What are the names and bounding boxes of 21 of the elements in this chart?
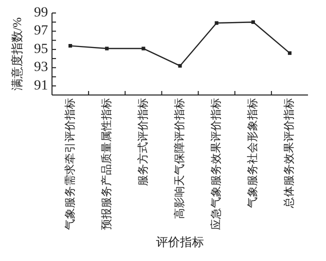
- y-tick-label: 91: [34, 78, 48, 94]
- x-tick-label: 总体服务效果评价指标: [282, 98, 296, 209]
- x-tick-label: 高影响天气保障评价指标: [173, 98, 186, 219]
- x-tick-label: 服务方式评价指标: [136, 98, 150, 186]
- y-tick-label: 95: [34, 42, 48, 57]
- point: [288, 51, 292, 55]
- point: [142, 46, 146, 50]
- point: [214, 21, 218, 25]
- y-tick-label: 97: [34, 24, 48, 39]
- y-tick-label: 93: [34, 60, 48, 76]
- x-axis-title: 评价指标: [156, 235, 204, 249]
- y-axis-title: 满意度指数/%: [10, 17, 24, 91]
- point: [68, 44, 72, 48]
- x-tick-label: 应急气象服务效果评价指标: [210, 98, 223, 230]
- x-tick-label: 预报服务产品质量属性指标: [100, 98, 113, 230]
- x-tick-label: 气象服务需求牵引评价指标: [63, 98, 76, 230]
- point: [105, 46, 109, 50]
- y-tick-label: 99: [34, 6, 48, 20]
- point: [251, 20, 255, 24]
- x-tick-label: 气象服务社会形象指标: [246, 98, 260, 208]
- point: [178, 64, 182, 68]
